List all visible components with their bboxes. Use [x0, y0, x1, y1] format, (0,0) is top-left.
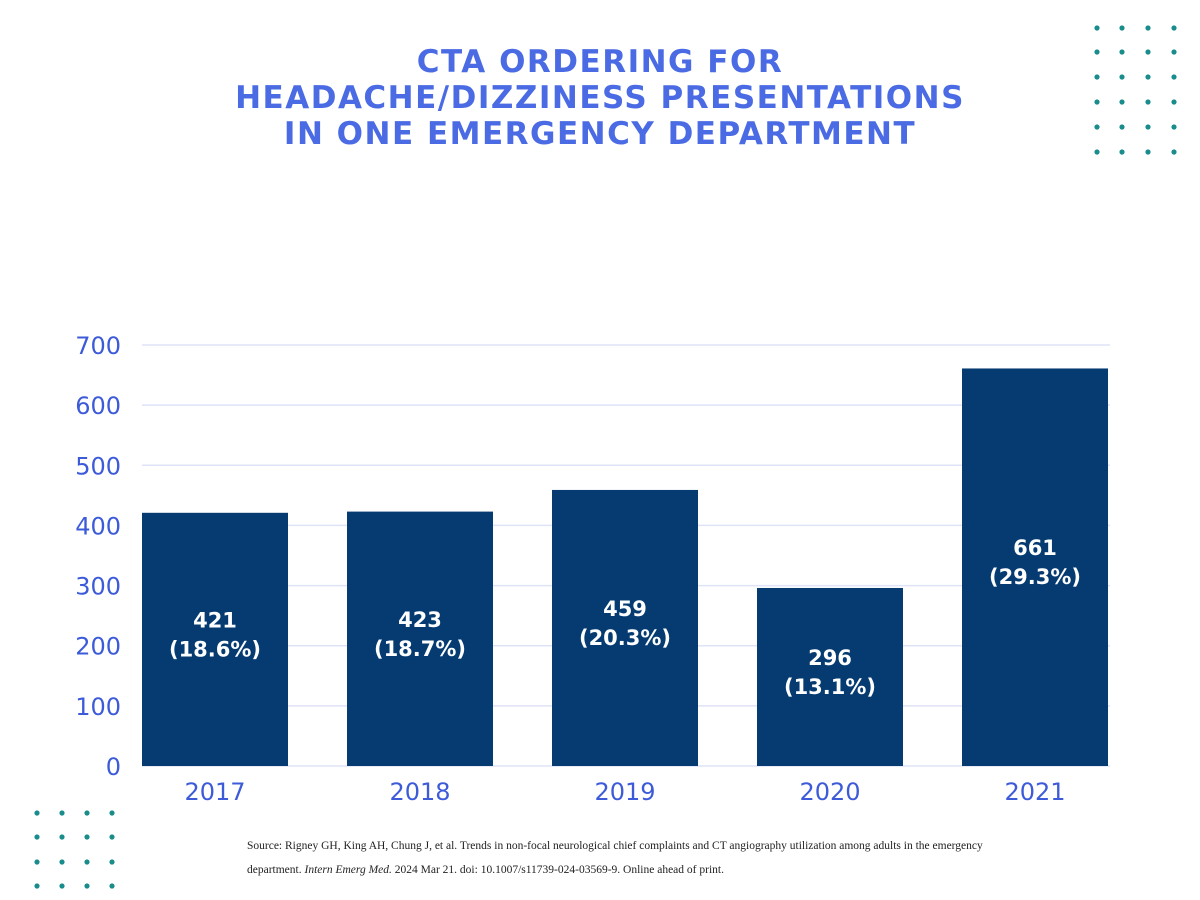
dot [109, 834, 115, 840]
data-label-value: 661 [1013, 536, 1057, 560]
x-tick-label: 2018 [389, 778, 450, 806]
dot [1171, 99, 1177, 105]
data-label-value: 459 [603, 597, 647, 621]
dot [1145, 74, 1151, 80]
dot [1094, 149, 1100, 155]
dot [1119, 149, 1125, 155]
dot [1171, 25, 1177, 31]
source-text: Source: Rigney GH, King AH, Chung J, et … [247, 840, 983, 876]
y-tick-label: 600 [75, 392, 121, 420]
title-line-1: CTA ORDERING FOR [416, 44, 784, 80]
dot [59, 810, 65, 816]
dot [109, 859, 115, 865]
dot [1094, 74, 1100, 80]
y-tick-label: 100 [75, 693, 121, 721]
data-label-percent: (13.1%) [784, 675, 876, 699]
dot [1145, 99, 1151, 105]
dot [1119, 25, 1125, 31]
bar-2021 [962, 368, 1108, 766]
dot [1094, 49, 1100, 55]
source-citation: Source: Rigney GH, King AH, Chung J, et … [247, 834, 1007, 882]
dot [1145, 149, 1151, 155]
source-text-end: 2024 Mar 21. doi: 10.1007/s11739-024-035… [391, 864, 724, 876]
dot [34, 883, 40, 889]
y-tick-label: 200 [75, 633, 121, 661]
data-label-percent: (18.6%) [169, 637, 261, 661]
dot [1094, 99, 1100, 105]
title-line-2: HEADACHE/DIZZINESS PRESENTATIONS [235, 80, 965, 116]
dot [34, 810, 40, 816]
bar-2017 [142, 512, 288, 766]
dot [1145, 25, 1151, 31]
x-tick-label: 2020 [799, 778, 860, 806]
y-tick-label: 500 [75, 452, 121, 480]
y-tick-label: 700 [75, 332, 121, 360]
dot [84, 834, 90, 840]
dot [1119, 49, 1125, 55]
dot [1094, 25, 1100, 31]
dot [34, 834, 40, 840]
dot [109, 810, 115, 816]
dot [1171, 124, 1177, 130]
dot [59, 834, 65, 840]
title-line-3: IN ONE EMERGENCY DEPARTMENT [283, 116, 917, 152]
x-tick-label: 2019 [594, 778, 655, 806]
dot [1119, 99, 1125, 105]
dot [1094, 124, 1100, 130]
chart-title: CTA ORDERING FOR HEADACHE/DIZZINESS PRES… [0, 44, 1200, 152]
dot [84, 859, 90, 865]
data-label-percent: (18.7%) [374, 637, 466, 661]
dot [1119, 74, 1125, 80]
dot [1171, 74, 1177, 80]
data-label-percent: (20.3%) [579, 626, 671, 650]
dot [59, 883, 65, 889]
bar-2020 [757, 587, 903, 766]
dot [84, 810, 90, 816]
data-label-value: 421 [193, 608, 237, 632]
data-label-value: 296 [808, 646, 852, 670]
dot [59, 859, 65, 865]
y-tick-label: 300 [75, 573, 121, 601]
dot [1171, 49, 1177, 55]
source-journal: Intern Emerg Med. [304, 864, 392, 876]
dot [109, 883, 115, 889]
dot [84, 883, 90, 889]
y-tick-label: 0 [106, 753, 121, 781]
dot [1145, 124, 1151, 130]
data-label-value: 423 [398, 608, 442, 632]
y-tick-label: 400 [75, 512, 121, 540]
bar-2019 [552, 489, 698, 766]
x-tick-label: 2021 [1004, 778, 1065, 806]
x-tick-label: 2017 [184, 778, 245, 806]
dot [34, 859, 40, 865]
bar-2018 [347, 511, 493, 766]
dot [1171, 149, 1177, 155]
dot [1145, 49, 1151, 55]
data-label-percent: (29.3%) [989, 565, 1081, 589]
dot [1119, 124, 1125, 130]
